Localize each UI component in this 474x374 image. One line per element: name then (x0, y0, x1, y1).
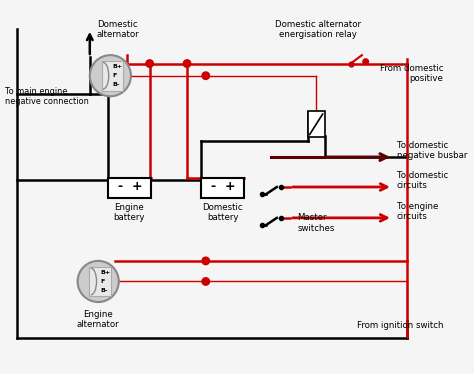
Text: To main engine
negative connection: To main engine negative connection (5, 87, 89, 106)
Text: Engine
battery: Engine battery (113, 203, 145, 222)
Bar (201, 178, 244, 198)
Text: Engine
alternator: Engine alternator (77, 310, 119, 329)
Text: B+: B+ (112, 64, 122, 69)
Text: F: F (100, 279, 104, 284)
Text: To domestic
circuits: To domestic circuits (397, 171, 448, 190)
Text: To engine
circuits: To engine circuits (397, 202, 438, 221)
Bar (101, 61, 123, 91)
Bar (108, 178, 151, 198)
Text: +: + (131, 180, 142, 193)
Text: B-: B- (100, 288, 108, 293)
Circle shape (202, 257, 210, 265)
Text: -: - (117, 180, 122, 193)
Text: To domestic
negative busbar: To domestic negative busbar (397, 141, 467, 160)
Circle shape (90, 55, 131, 96)
Text: -: - (210, 180, 216, 193)
Text: +: + (225, 180, 236, 193)
Circle shape (78, 261, 119, 302)
Text: Domestic alternator
energisation relay: Domestic alternator energisation relay (275, 19, 361, 39)
Circle shape (146, 60, 154, 67)
Text: F: F (112, 73, 117, 78)
Text: B+: B+ (100, 270, 110, 275)
Circle shape (202, 72, 210, 79)
Circle shape (202, 278, 210, 285)
Text: Domestic
alternator: Domestic alternator (97, 19, 139, 39)
Bar (90, 267, 111, 296)
Circle shape (363, 59, 368, 64)
Text: From ignition switch: From ignition switch (357, 321, 443, 330)
Text: From domestic
positive: From domestic positive (380, 64, 443, 83)
Circle shape (183, 60, 191, 67)
Text: Domestic
battery: Domestic battery (202, 203, 243, 222)
Text: Master
switches: Master switches (297, 213, 335, 233)
Bar (308, 111, 325, 137)
Text: B-: B- (112, 82, 120, 87)
